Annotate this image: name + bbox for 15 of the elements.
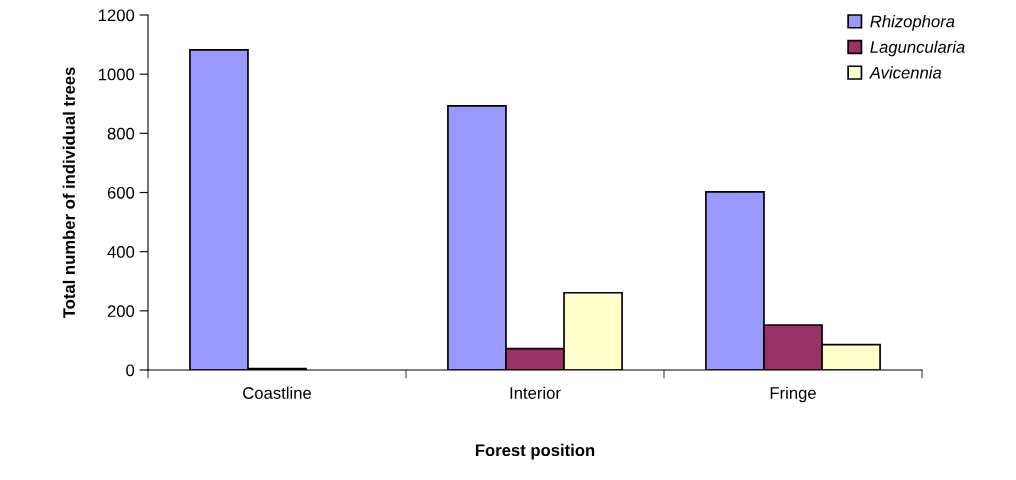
y-tick-label: 0	[126, 364, 135, 377]
y-tick-label: 600	[107, 186, 135, 199]
legend-label: Laguncularia	[870, 40, 965, 57]
y-tick-label: 200	[107, 305, 135, 318]
legend-label: Avicennia	[868, 66, 942, 79]
x-tick-label: Fringe	[770, 386, 816, 403]
x-tick-label: Interior	[510, 386, 561, 399]
y-tick-label: 400	[107, 246, 135, 258]
y-tick-label: 1000	[99, 68, 135, 81]
x-tick-label: Coastline	[243, 386, 311, 399]
y-tick-label: 800	[107, 127, 135, 140]
x-axis-title: Forest position	[475, 443, 595, 460]
y-axis-title: Total number of individual trees	[62, 67, 75, 319]
y-tick-label: 1200	[99, 9, 135, 22]
legend-label: Rhizophora	[870, 15, 955, 31]
